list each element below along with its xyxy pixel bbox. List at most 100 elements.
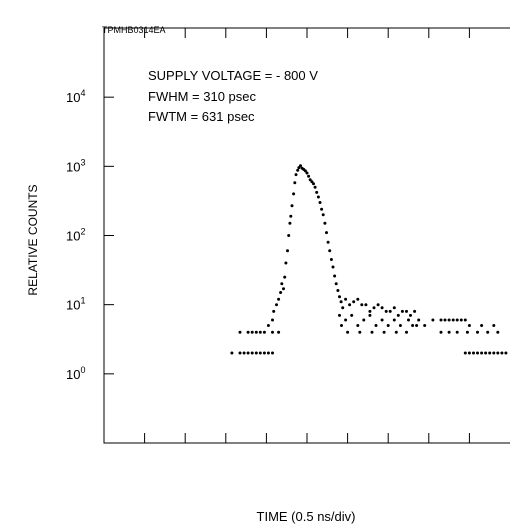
annotation-supply-voltage: SUPPLY VOLTAGE = - 800 V (148, 68, 318, 83)
data-point (386, 324, 390, 327)
data-point (277, 297, 281, 301)
data-point (392, 318, 396, 322)
data-point (423, 324, 427, 327)
data-point (348, 303, 352, 307)
data-point (296, 168, 300, 172)
data-point (250, 351, 254, 355)
data-point (374, 324, 378, 327)
data-point (405, 330, 408, 334)
data-point (271, 351, 274, 355)
data-point (292, 192, 296, 196)
data-point (400, 309, 404, 313)
data-point (415, 324, 419, 327)
data-point (246, 351, 250, 355)
data-point (439, 330, 443, 334)
data-point (356, 324, 360, 327)
y-axis-label: RELATIVE COUNTS (26, 184, 40, 295)
data-point (271, 318, 274, 322)
annotation-fwtm: FWTM = 631 psec (148, 109, 255, 124)
data-point (370, 330, 374, 334)
data-point (334, 282, 338, 286)
data-point (352, 300, 356, 304)
data-point (405, 309, 408, 313)
data-point (447, 318, 451, 322)
data-point (467, 324, 471, 327)
data-point (476, 330, 479, 334)
y-tick-label: 104 (66, 88, 85, 105)
data-point (384, 309, 388, 313)
data-point (447, 330, 451, 334)
data-point (463, 318, 467, 322)
data-point (496, 351, 500, 355)
data-point (455, 318, 459, 322)
data-point (315, 190, 319, 194)
data-point (344, 318, 348, 322)
data-point (275, 303, 278, 307)
data-point (262, 330, 266, 334)
data-point (258, 351, 262, 355)
data-point (392, 306, 396, 310)
data-point (394, 330, 398, 334)
y-tick-label: 101 (66, 296, 85, 313)
data-point (407, 318, 410, 322)
data-point (380, 306, 384, 310)
data-point (328, 249, 332, 253)
y-tick-label: 102 (66, 227, 85, 244)
data-point (308, 178, 312, 182)
data-point (431, 318, 435, 322)
data-point (258, 330, 262, 334)
data-point (368, 313, 372, 317)
data-point (289, 214, 293, 218)
data-point (287, 234, 291, 237)
data-point (364, 303, 368, 307)
data-point (388, 309, 392, 313)
data-point (504, 351, 508, 355)
data-point (323, 221, 327, 225)
data-point (313, 185, 317, 189)
data-point (380, 318, 384, 322)
data-point (484, 351, 488, 355)
data-point (360, 303, 364, 307)
data-point (333, 274, 337, 278)
data-point (280, 282, 284, 286)
x-axis-ticks (144, 28, 470, 443)
data-point (305, 171, 309, 175)
data-point (279, 291, 283, 294)
data-point (331, 265, 335, 269)
data-point (294, 173, 298, 177)
data-point (320, 207, 324, 211)
data-point (492, 351, 496, 355)
data-point (413, 309, 417, 313)
data-point (356, 297, 360, 301)
data-point (443, 318, 447, 322)
data-point (350, 313, 354, 317)
data-point (376, 303, 380, 307)
data-point (398, 324, 402, 327)
data-point (277, 330, 281, 334)
data-point (417, 318, 421, 322)
data-point (254, 330, 258, 334)
y-tick-label: 103 (66, 157, 85, 174)
data-point (303, 169, 307, 173)
data-point (318, 201, 322, 204)
data-point (459, 318, 463, 322)
data-point (321, 213, 325, 217)
chart-code: TPMHB0314EA (102, 25, 166, 35)
data-point (262, 351, 266, 355)
data-point (312, 182, 315, 186)
data-point (467, 351, 471, 355)
data-point (492, 324, 496, 327)
data-point (472, 351, 475, 355)
data-point (372, 306, 376, 310)
x-axis-label: TIME (0.5 ns/div) (257, 509, 356, 524)
data-point (486, 330, 490, 334)
y-axis-tick-labels: 100 101 102 103 104 (66, 88, 85, 382)
data-point (271, 330, 274, 334)
data-point (340, 324, 343, 327)
data-point (230, 351, 234, 355)
data-point (411, 324, 415, 327)
data-point (488, 351, 492, 355)
data-point (254, 351, 258, 355)
data-point (326, 240, 330, 244)
